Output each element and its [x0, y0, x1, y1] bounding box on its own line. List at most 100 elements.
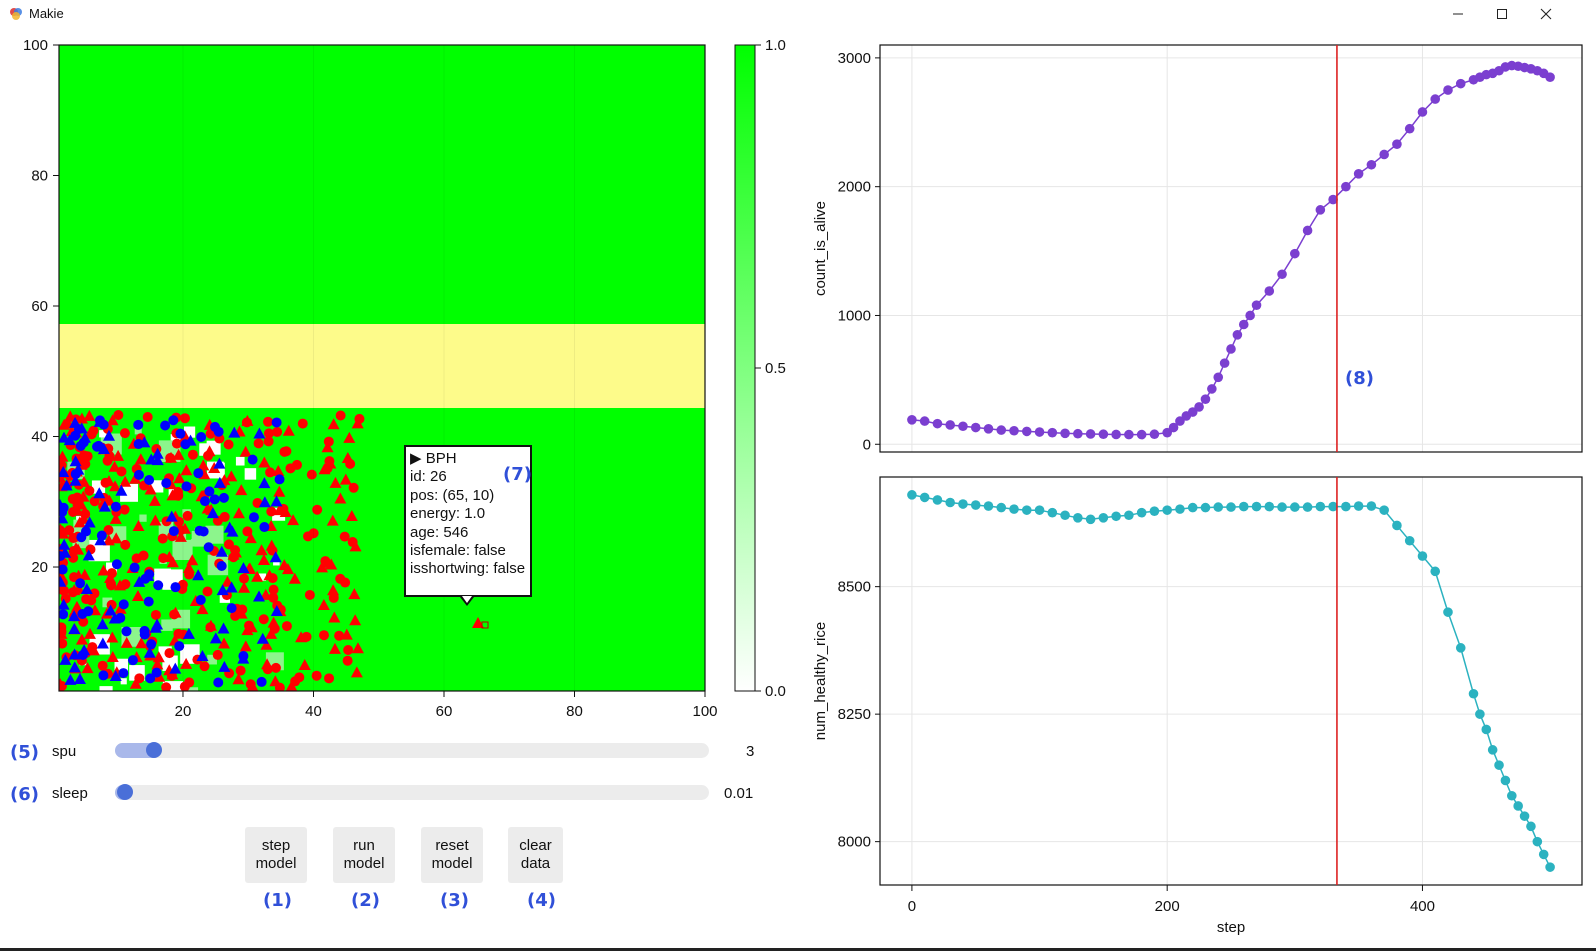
chart-data-point: [1021, 426, 1032, 437]
agent-marker: [110, 532, 123, 544]
reset-model-button[interactable]: reset model: [421, 827, 483, 883]
spu-slider-track[interactable]: [115, 743, 709, 758]
step-model-button[interactable]: step model: [245, 827, 307, 883]
agent-marker: [348, 588, 361, 600]
agent-marker: [272, 426, 283, 437]
agent-marker: [239, 573, 250, 584]
heatmap-ticks: 20 40 60 80 100 20 40 60 80 100: [23, 37, 718, 720]
agent-marker: [71, 504, 84, 516]
agent-marker: [237, 562, 250, 574]
agent-marker: [165, 510, 178, 522]
chart-data-point: [1200, 394, 1211, 404]
chart-data-point: [1290, 502, 1300, 512]
run-model-button[interactable]: run model: [333, 827, 395, 883]
chart-data-point: [970, 500, 981, 510]
agent-marker: [59, 598, 70, 610]
sleep-slider-track[interactable]: [115, 785, 709, 800]
chart-data-point: [1519, 811, 1530, 821]
agent-marker: [311, 670, 322, 681]
agent-marker: [135, 637, 148, 649]
close-icon[interactable]: [1524, 0, 1568, 28]
sleep-label: sleep: [52, 785, 88, 802]
chart-data-point: [1034, 427, 1045, 437]
agent-marker: [145, 453, 158, 465]
agent-marker: [68, 648, 81, 660]
chart-data-point: [1136, 507, 1147, 518]
chart-data-point: [1443, 607, 1453, 617]
agent-marker: [108, 460, 121, 472]
minimize-icon[interactable]: [1436, 0, 1480, 28]
agent-marker: [260, 638, 273, 650]
agent-marker: [223, 539, 234, 550]
depleted-cell: [162, 681, 184, 691]
agent-marker: [180, 657, 193, 669]
agent-marker: [121, 626, 132, 637]
field-heatmap[interactable]: 20 40 60 80 100 20 40 60 80 100: [23, 37, 718, 720]
agent-marker: [343, 431, 356, 443]
chart-data-point: [1226, 502, 1236, 512]
agent-marker: [351, 417, 364, 429]
chart-data-point: [1513, 801, 1523, 811]
agent-marker: [143, 596, 154, 607]
chart-data-point: [1302, 502, 1313, 512]
agent-marker: [281, 446, 292, 457]
agent-marker: [263, 416, 274, 427]
agent-marker: [96, 618, 109, 630]
chart-data-point: [1526, 821, 1536, 832]
agent-marker: [202, 586, 213, 597]
agent-marker: [129, 562, 140, 573]
spu-slider-knob[interactable]: [145, 742, 162, 758]
colorbar-tick-label: 0.0: [765, 683, 786, 700]
sleep-slider-knob[interactable]: [117, 784, 133, 800]
agent-marker: [143, 646, 156, 658]
agent-marker: [132, 520, 145, 532]
chart-data-point: [907, 415, 917, 425]
chart-y-axis-label: count_is_alive: [812, 201, 829, 296]
agent-marker: [64, 673, 77, 685]
depleted-cell: [134, 427, 142, 435]
chart-data-point: [1245, 310, 1255, 321]
agent-marker: [180, 464, 193, 476]
agent-marker: [168, 526, 179, 537]
maximize-icon[interactable]: [1480, 0, 1524, 28]
chart-data-point: [1277, 502, 1287, 512]
agent-marker: [134, 673, 145, 684]
agent-marker: [270, 604, 283, 616]
agent-marker: [68, 622, 81, 634]
agent-marker: [97, 660, 108, 671]
agent-marker: [334, 492, 347, 504]
chart-data-point: [1098, 513, 1109, 523]
chart-data-point: [1392, 520, 1402, 531]
chart-data-point: [932, 418, 943, 429]
depleted-cell: [151, 480, 164, 493]
step-model-line1: step: [261, 837, 291, 854]
agent-marker: [59, 653, 72, 665]
selected-agent-marker[interactable]: [472, 617, 484, 628]
count-is-alive-chart[interactable]: 0 1000 2000 3000 count_is_alive: [812, 44, 1583, 453]
agent-marker: [308, 528, 319, 539]
window-bottom-border: [0, 948, 1596, 951]
num-healthy-rice-chart[interactable]: 8000 8250 8500 num_healthy_rice 0 200 400 step: [812, 476, 1583, 936]
agent-marker: [78, 431, 91, 443]
clear-data-button[interactable]: clear data: [508, 827, 563, 883]
agent-marker: [339, 473, 352, 485]
agent-marker: [297, 418, 308, 429]
chart-frame: [879, 44, 1583, 453]
agent-marker: [69, 455, 82, 467]
agent-marker: [157, 533, 168, 544]
agent-marker: [265, 539, 278, 551]
agent-marker: [263, 436, 274, 447]
agent-marker: [129, 472, 142, 484]
chart-data-point: [1047, 427, 1058, 438]
agent-marker: [83, 627, 96, 639]
chart-data-point: [1232, 329, 1243, 340]
agent-marker: [324, 673, 335, 684]
agent-marker: [93, 487, 106, 499]
agent-marker: [139, 625, 150, 636]
chart-data-point: [1353, 168, 1364, 179]
chart-data-point: [1009, 504, 1019, 514]
agent-marker: [244, 532, 257, 544]
chart-data-point: [958, 499, 968, 509]
chart-data-point: [1430, 94, 1441, 104]
agent-marker: [195, 594, 206, 605]
